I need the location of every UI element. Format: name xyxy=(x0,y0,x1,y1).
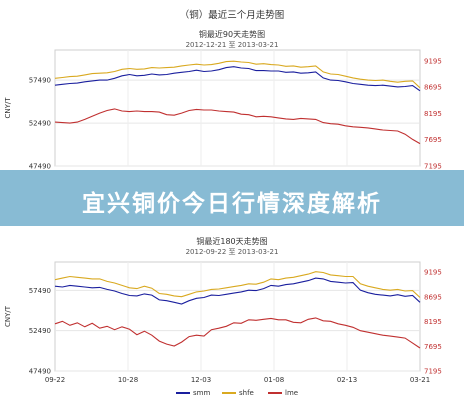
series-line-smm xyxy=(54,66,421,92)
y-axis-label: CNY/T xyxy=(4,97,12,119)
y-left-tick-label: 52490 xyxy=(29,327,51,335)
x-tick-label: 03-21 xyxy=(410,376,430,384)
legend-label: lme xyxy=(285,389,299,397)
y-right-tick-label: 8195 xyxy=(424,318,442,326)
series-line-shfe xyxy=(54,60,421,89)
page-title: （铜）最近三个月走势图 xyxy=(179,10,285,21)
legend: smm shfe lme xyxy=(0,389,464,399)
y-right-tick-label: 8695 xyxy=(424,84,442,92)
x-tick-label: 09-22 xyxy=(45,376,65,384)
chart-90-days: 5749052490474909195869581957695719512-21… xyxy=(4,49,442,171)
legend-item-shfe: shfe xyxy=(222,389,254,397)
y-left-tick-label: 47490 xyxy=(29,368,51,376)
x-tick-label: 02-13 xyxy=(337,376,357,384)
y-right-tick-label: 7195 xyxy=(424,163,442,171)
legend-item-smm: smm xyxy=(176,389,210,397)
legend-label: smm xyxy=(193,389,211,397)
legend-label: shfe xyxy=(239,389,254,397)
plot-area xyxy=(54,261,421,372)
y-left-tick-label: 47490 xyxy=(29,163,51,171)
title-banner: 宜兴铜价今日行情深度解析 xyxy=(0,170,464,226)
chart-subtitle: 2012-09-22 至 2013-03-21 xyxy=(185,248,279,256)
chart-180-days: 57490 52490 47490 9195 8695 8195 7695 7195 09-22… xyxy=(4,261,442,384)
y-left-tick-label: 57490 xyxy=(29,287,51,295)
legend-swatch xyxy=(222,392,236,394)
y-left-tick-label: 57490 xyxy=(29,77,51,85)
y-right-tick-label: 7695 xyxy=(424,343,442,351)
series-line-lme xyxy=(54,108,421,145)
x-tick-label: 01-08 xyxy=(264,376,284,384)
series-line-smm xyxy=(54,277,421,305)
x-tick-label: 10-28 xyxy=(118,376,138,384)
y-left-tick-label: 52490 xyxy=(29,120,51,128)
y-right-tick-label: 7695 xyxy=(424,136,442,144)
legend-swatch xyxy=(176,392,190,394)
chart-title: 铜最近180天走势图 xyxy=(196,237,268,246)
y-right-tick-label: 7195 xyxy=(424,368,442,376)
chart-panel-2: 铜最近180天走势图 2012-09-22 至 2013-03-21 57490… xyxy=(0,226,464,400)
y-right-tick-label: 8695 xyxy=(424,293,442,301)
chart-title: 铜最近90天走势图 xyxy=(198,30,266,39)
legend-item-lme: lme xyxy=(268,389,298,397)
y-axis-label: CNY/T xyxy=(4,305,12,327)
y-right-tick-label: 9195 xyxy=(424,269,442,277)
y-right-tick-label: 9195 xyxy=(424,57,442,65)
series-line-shfe xyxy=(54,271,421,298)
chart-subtitle: 2012-12-21 至 2013-03-21 xyxy=(185,41,279,49)
legend-swatch xyxy=(268,392,282,394)
series-line-lme xyxy=(54,317,421,349)
y-right-tick-label: 8195 xyxy=(424,110,442,118)
x-tick-label: 12-03 xyxy=(191,376,211,384)
banner-title: 宜兴铜价今日行情深度解析 xyxy=(82,191,382,217)
chart-panel-1: 铜最近90天走势图 2012-12-21 至 2013-03-21 57490 5… xyxy=(0,0,464,170)
